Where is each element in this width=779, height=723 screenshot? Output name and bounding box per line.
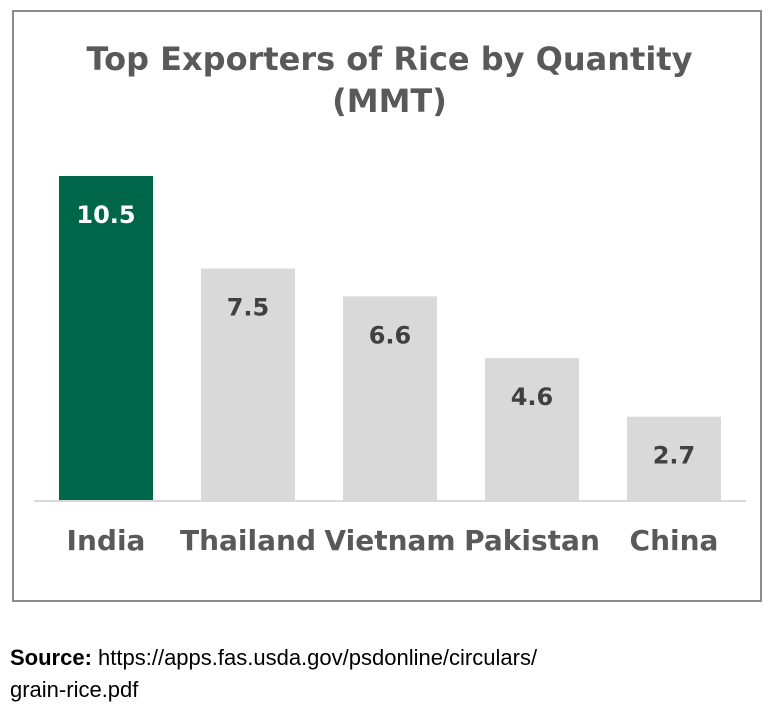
source-url: https://apps.fas.usda.gov/psdonline/circ… [91,645,538,670]
bar-thailand [201,268,295,500]
category-label-pakistan: Pakistan [464,524,600,557]
value-label-pakistan: 4.6 [511,383,554,411]
chart-title: Top Exporters of Rice by Quantity (MMT) [0,38,779,122]
source-label: Source: [10,645,92,670]
bar-pakistan [485,358,579,500]
chart-title-line2: (MMT) [332,82,447,120]
bar-india [59,176,153,500]
value-label-thailand: 7.5 [227,294,270,322]
chart-title-line1: Top Exporters of Rice by Quantity [86,40,693,78]
bars-group [59,176,721,500]
bar-vietnam [343,296,437,500]
source-url-line2: grain-rice.pdf [10,677,139,702]
value-label-india: 10.5 [76,201,135,229]
category-label-thailand: Thailand [180,524,316,557]
value-label-vietnam: 6.6 [369,321,412,349]
category-label-china: China [630,524,719,557]
bar-china [627,416,721,500]
value-label-china: 2.7 [653,442,696,470]
source-note: Source: https://apps.fas.usda.gov/psdonl… [10,642,710,706]
labels-group: 10.5 India 7.5 Thailand 6.6 Vietnam 4.6 Pakista… [67,201,719,557]
category-label-vietnam: Vietnam [324,524,455,557]
category-label-india: India [67,524,146,557]
